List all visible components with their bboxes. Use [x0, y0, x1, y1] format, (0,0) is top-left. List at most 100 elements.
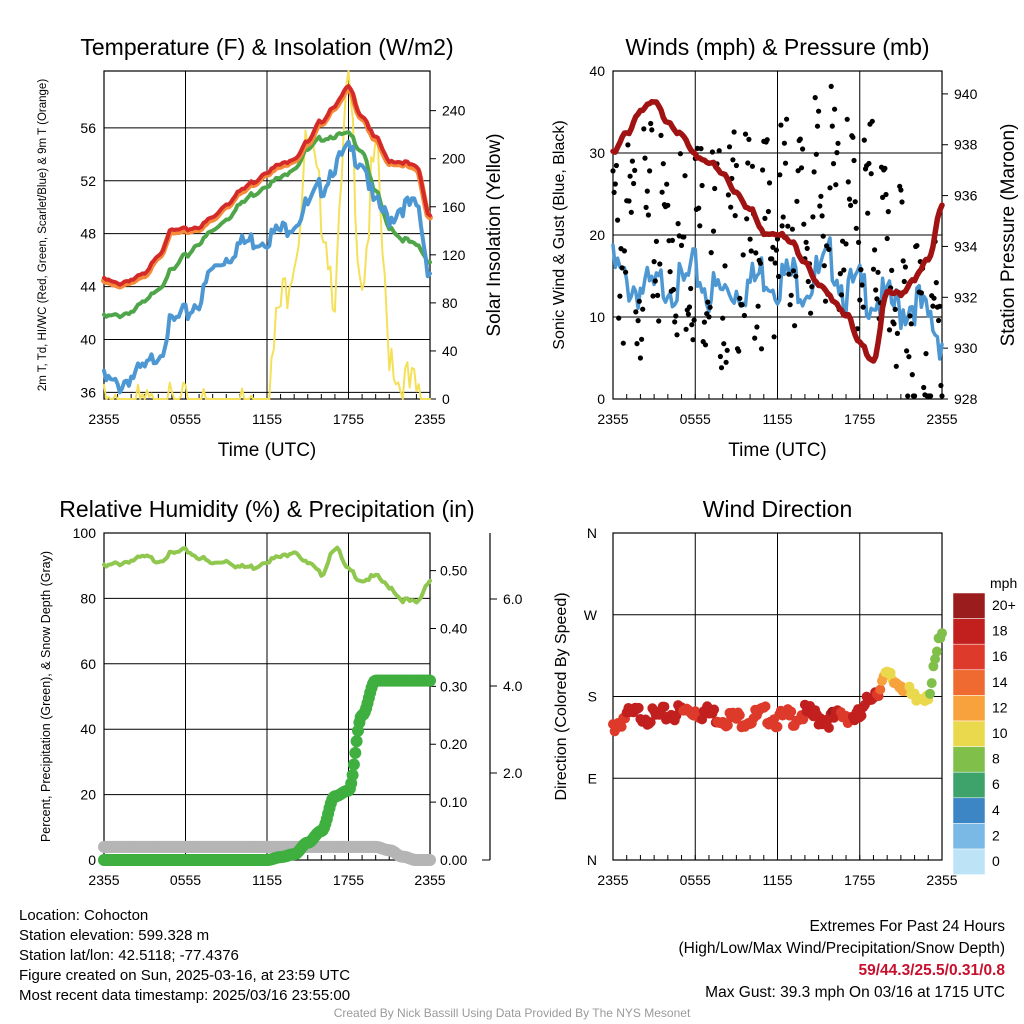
- gust-point: [733, 162, 740, 169]
- gust-point: [846, 196, 853, 202]
- gust-point: [875, 269, 881, 275]
- gust-point: [651, 259, 657, 265]
- gust-point: [859, 282, 865, 288]
- humidity-x-tick-label: 0555: [170, 872, 201, 888]
- gust-point: [933, 280, 939, 286]
- gust-point: [643, 204, 649, 210]
- gust-point: [826, 246, 832, 252]
- station-location: Location: Cohocton: [19, 907, 149, 924]
- direction-y-tick-label: W: [584, 607, 598, 623]
- gust-point: [870, 266, 877, 272]
- temperature-panel: Temperature (F) & Insolation (W/m2) 2355 0…: [37, 34, 505, 461]
- temperature-y-right-axis-label: Solar Insolation (Yellow): [484, 133, 505, 336]
- snow-axis-tick-label: 6.0: [503, 591, 523, 607]
- winds-y-tick-label: 30: [589, 145, 605, 161]
- gust-point: [722, 263, 728, 269]
- direction-y-axis-label: Direction (Colored By Speed): [553, 592, 570, 800]
- speed-legend-label: 6: [992, 776, 1000, 792]
- speed-legend-label: 8: [992, 751, 1000, 767]
- gust-point: [691, 317, 697, 323]
- wind-direction-point: [925, 688, 935, 699]
- gust-point: [670, 286, 677, 293]
- temperature-y-right-tick-label: 40: [442, 343, 458, 359]
- gust-point: [816, 108, 822, 114]
- speed-legend-label: 4: [992, 802, 1000, 818]
- gust-point: [822, 298, 829, 304]
- speed-legend-label: 20+: [992, 597, 1016, 613]
- credit-line: Created By Nick Bassill Using Data Provi…: [333, 1006, 691, 1020]
- gust-point: [736, 348, 742, 354]
- speed-legend-label: 18: [992, 623, 1008, 639]
- gust-point: [717, 353, 724, 360]
- speed-legend-swatch: [952, 823, 986, 850]
- gust-point: [908, 321, 914, 327]
- gust-point: [872, 247, 878, 253]
- gust-point: [914, 243, 920, 249]
- gust-point: [705, 299, 711, 305]
- winds-chart-title: Winds (mph) & Pressure (mb): [625, 34, 929, 60]
- gust-point: [690, 337, 696, 343]
- gust-point: [786, 271, 792, 277]
- gust-point: [770, 244, 776, 250]
- gust-point: [869, 118, 875, 124]
- figure-created: Figure created on Sun, 2025-03-16, at 23…: [19, 967, 351, 984]
- gust-point: [617, 293, 623, 299]
- extremes-title: Extremes For Past 24 Hours: [809, 918, 1005, 935]
- gust-point: [785, 223, 791, 229]
- direction-chart-title: Wind Direction: [703, 496, 853, 522]
- gust-point: [730, 157, 736, 163]
- gust-point: [712, 185, 718, 192]
- gust-point: [686, 304, 693, 310]
- gust-point: [669, 237, 676, 243]
- wind-direction-point: [875, 684, 886, 695]
- gust-point: [909, 372, 915, 378]
- gust-point: [861, 137, 867, 143]
- speed-legend-swatch: [952, 592, 986, 619]
- gust-point: [647, 168, 653, 174]
- gust-point: [892, 306, 898, 312]
- gust-point: [683, 326, 689, 332]
- latest-timestamp: Most recent data timestamp: 2025/03/16 2…: [19, 987, 351, 1004]
- speed-legend-label: 10: [992, 725, 1008, 741]
- humidity-y-tick-label: 100: [73, 525, 97, 541]
- gust-point: [828, 83, 834, 89]
- gust-point: [904, 348, 910, 354]
- gust-point: [798, 165, 805, 171]
- gust-point: [772, 260, 778, 266]
- gust-point: [804, 245, 810, 251]
- gust-point: [939, 393, 945, 399]
- gust-point: [623, 269, 629, 275]
- gust-point: [739, 302, 745, 308]
- winds-x-tick-label: 1755: [844, 411, 875, 427]
- speed-legend-swatch: [952, 797, 986, 824]
- gust-point: [801, 221, 807, 227]
- direction-y-tick-label: S: [588, 689, 597, 705]
- gust-point: [865, 210, 871, 216]
- gust-point: [636, 298, 642, 304]
- gust-point: [820, 233, 826, 239]
- gust-point: [857, 297, 863, 303]
- winds-y-right-tick-label: 928: [954, 391, 978, 407]
- gust-point: [866, 160, 872, 167]
- gust-point: [843, 241, 849, 247]
- gust-point: [779, 223, 785, 229]
- winds-y-right-axis-label: Station Pressure (Maroon): [998, 124, 1019, 347]
- gust-point: [898, 187, 904, 193]
- gust-point: [637, 355, 644, 361]
- gust-point: [732, 213, 738, 219]
- gust-point: [792, 323, 798, 329]
- gust-point: [777, 172, 783, 178]
- gust-point: [800, 146, 806, 152]
- gust-point: [627, 173, 633, 179]
- gust-point: [744, 216, 750, 222]
- gust-point: [832, 106, 838, 112]
- wind-direction-point: [926, 678, 937, 689]
- gust-point: [906, 354, 912, 360]
- gust-point: [852, 199, 858, 205]
- humidity-y-axis-label: Percent, Precipitation (Green), & Snow D…: [39, 551, 53, 842]
- speed-legend-swatch: [952, 746, 986, 773]
- gust-point: [710, 228, 717, 234]
- gust-point: [652, 278, 658, 284]
- temperature-y-right-tick-label: 240: [442, 103, 466, 119]
- gust-point: [787, 302, 793, 308]
